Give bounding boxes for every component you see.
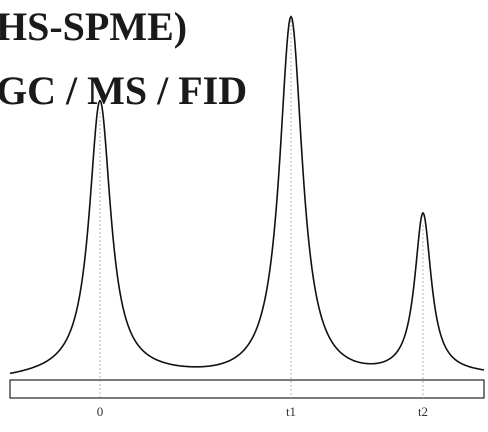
chart-title-line-1: HS-SPME) [0,4,187,49]
x-tick-label: t2 [418,404,428,419]
baseline-box [9,379,485,399]
chromatogram-trace [9,15,485,375]
x-tick-label: 0 [97,404,104,419]
plot-area: 0 t1 t2 [9,15,485,419]
x-tick-label: t1 [286,404,296,419]
chart-title-line-2: GC / MS / FID [0,68,247,113]
